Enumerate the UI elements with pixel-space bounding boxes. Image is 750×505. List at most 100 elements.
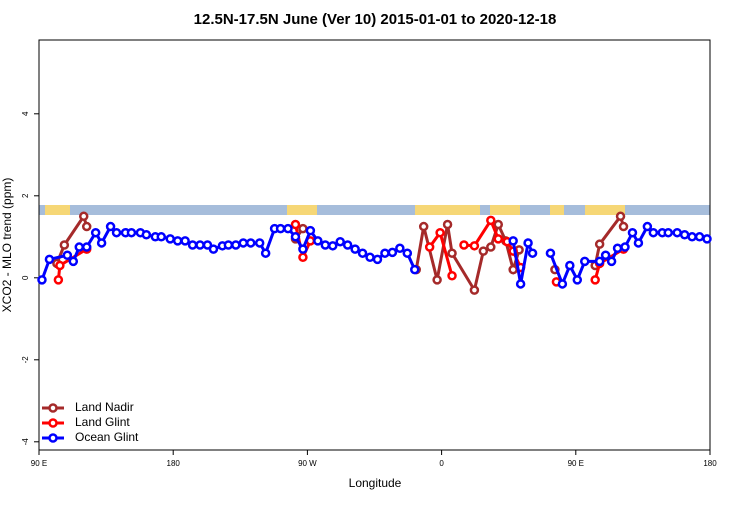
data-point: [424, 242, 435, 252]
data-point: [615, 211, 626, 222]
data-point: [694, 232, 705, 242]
data-point: [327, 241, 338, 251]
data-point: [298, 244, 308, 254]
data-point: [478, 246, 489, 256]
data-point: [260, 248, 271, 258]
data-point: [53, 275, 64, 285]
data-point: [74, 242, 85, 252]
data-point: [357, 248, 368, 258]
data-point: [620, 242, 630, 252]
x-tick-label: 90 W: [298, 459, 317, 468]
map-strip: [39, 205, 710, 215]
data-point: [672, 227, 682, 238]
data-point: [435, 227, 445, 238]
series-line: [55, 212, 625, 295]
data-point: [627, 227, 638, 238]
data-point: [418, 221, 429, 232]
data-point: [372, 254, 383, 265]
data-point: [180, 236, 190, 246]
data-point: [59, 240, 70, 250]
data-point: [579, 256, 590, 267]
data-point: [223, 240, 234, 250]
ocean-band: [39, 205, 710, 215]
data-point: [298, 252, 308, 263]
data-point: [508, 236, 518, 246]
data-point: [208, 244, 219, 254]
data-point: [202, 240, 213, 250]
legend-marker: [48, 418, 58, 428]
data-point: [600, 250, 611, 260]
data-point: [486, 215, 496, 226]
data-point: [275, 223, 286, 234]
data-point: [141, 230, 152, 240]
y-axis-label: XCO2 - MLO trend (ppm): [0, 178, 14, 313]
data-point: [342, 240, 353, 250]
data-point: [702, 234, 712, 244]
data-point: [313, 236, 323, 246]
data-point: [96, 238, 107, 248]
data-point: [486, 242, 496, 252]
y-tick-label: 4: [21, 111, 30, 116]
data-point: [469, 241, 480, 251]
x-axis-label: Longitude: [349, 476, 402, 490]
y-tick-label: 0: [21, 275, 30, 280]
plot-frame: [38, 39, 711, 451]
data-point: [402, 248, 413, 258]
legend-label: Ocean Glint: [75, 430, 139, 444]
land-patch: [45, 205, 70, 215]
data-point: [618, 221, 629, 232]
data-point: [648, 227, 659, 238]
x-tick-label: 90 E: [31, 459, 47, 468]
data-point: [687, 232, 697, 242]
land-patch: [490, 205, 520, 215]
x-tick-label: 0: [439, 459, 444, 468]
data-point: [290, 232, 301, 242]
data-point: [335, 236, 345, 247]
data-point: [44, 254, 55, 265]
data-point: [90, 227, 101, 238]
data-point: [442, 219, 453, 230]
data-point: [55, 260, 65, 271]
data-point: [78, 211, 89, 222]
legend-marker: [48, 433, 58, 443]
data-point: [195, 240, 205, 250]
data-point: [62, 250, 73, 260]
data-point: [37, 275, 47, 285]
data-point: [283, 223, 293, 234]
data-point: [254, 238, 265, 248]
data-point: [387, 247, 398, 258]
data-point: [365, 252, 375, 263]
x-tick-label: 180: [703, 459, 717, 468]
data-point: [469, 285, 480, 295]
data-point: [633, 238, 644, 248]
data-point: [545, 248, 556, 258]
chart-title: 12.5N-17.5N June (Ver 10) 2015-01-01 to …: [194, 11, 557, 28]
data-point: [156, 232, 167, 242]
data-point: [523, 238, 533, 248]
data-point: [447, 271, 457, 281]
data-point: [410, 264, 420, 275]
data-point: [508, 264, 518, 275]
data-point: [447, 248, 457, 258]
y-tick-label: -4: [21, 438, 30, 446]
data-point: [606, 256, 617, 267]
data-point: [380, 248, 390, 258]
data-point: [187, 240, 198, 250]
data-point: [515, 279, 526, 289]
data-point: [126, 227, 137, 238]
data-point: [594, 256, 605, 267]
land-patch: [550, 205, 564, 215]
data-point: [231, 240, 241, 250]
x-tick-label: 180: [167, 459, 181, 468]
data-point: [432, 275, 442, 285]
data-point: [105, 221, 116, 232]
data-point: [565, 260, 575, 271]
data-point: [81, 221, 92, 232]
x-tick-label: 90 E: [568, 459, 584, 468]
data-point: [111, 227, 122, 238]
data-point: [594, 239, 605, 249]
data-point: [290, 219, 301, 230]
land-patch: [287, 205, 317, 215]
data-point: [305, 225, 316, 236]
